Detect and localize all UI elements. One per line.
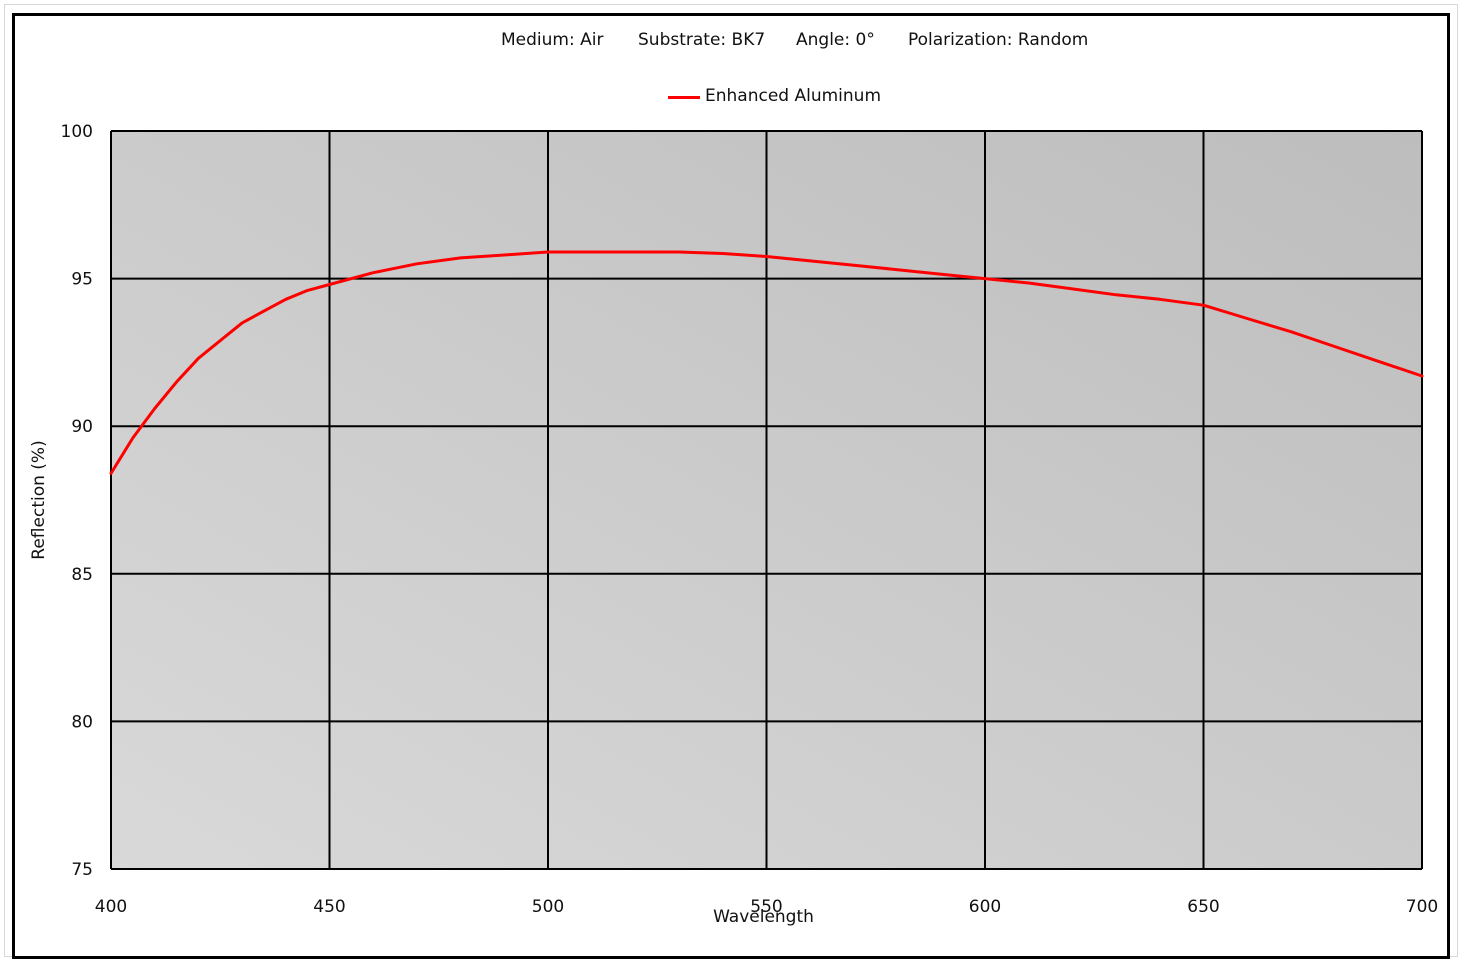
legend-swatch	[668, 96, 700, 99]
x-tick-label: 600	[969, 897, 1001, 917]
substrate-label: Substrate: BK7	[638, 30, 766, 50]
y-tick-label: 90	[71, 417, 93, 437]
x-tick-label: 450	[313, 897, 345, 917]
polarization-label: Polarization: Random	[908, 30, 1089, 50]
grid-lines	[110, 130, 1423, 870]
y-tick-label: 75	[71, 860, 93, 880]
series-line	[109, 250, 1424, 475]
chart-header: Medium: Air Substrate: BK7 Angle: 0° Pol…	[0, 30, 1464, 54]
x-tick-label: 650	[1187, 897, 1219, 917]
x-tick-labels: 400 450 500 550 600 650 700	[95, 897, 1438, 917]
legend-label: Enhanced Aluminum	[705, 86, 882, 106]
y-tick-label: 80	[71, 712, 93, 732]
x-axis-title: Wavelength	[713, 907, 814, 927]
y-tick-label: 95	[71, 270, 93, 290]
series-group	[109, 250, 1424, 475]
angle-label: Angle: 0°	[796, 30, 875, 50]
y-tick-label: 85	[71, 565, 93, 585]
x-tick-label: 550	[750, 897, 782, 917]
x-tick-label: 400	[95, 897, 127, 917]
y-axis-title: Reflection (%)	[29, 440, 49, 559]
y-tick-label: 100	[61, 122, 93, 142]
x-tick-label: 700	[1406, 897, 1438, 917]
y-tick-labels: 75 80 85 90 95 100	[61, 122, 93, 880]
medium-label: Medium: Air	[501, 30, 604, 50]
x-tick-label: 500	[532, 897, 564, 917]
